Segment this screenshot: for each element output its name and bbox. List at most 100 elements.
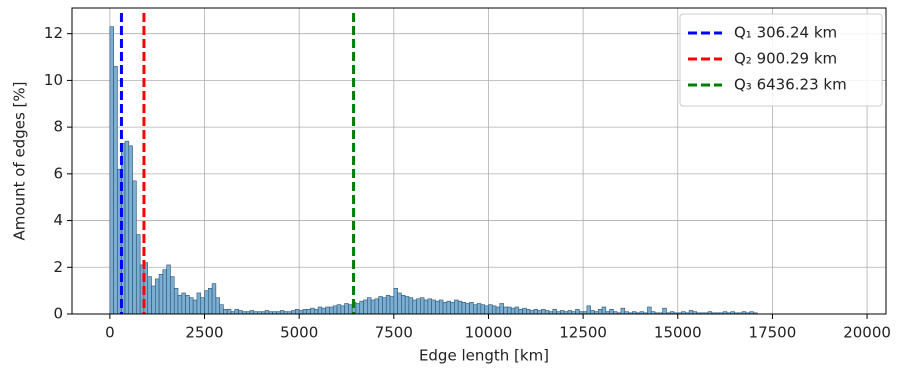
bar [662,307,667,315]
bar [158,273,164,315]
x-axis-label: Edge length [km] [419,347,549,365]
bar [446,300,451,315]
bar [173,288,179,315]
bar [431,299,436,315]
plot-frame [71,7,887,315]
bar [526,309,531,315]
bar [136,234,141,315]
bar [397,292,402,315]
bar [204,290,209,315]
bar [200,297,205,315]
bar [124,140,130,315]
bar [484,305,489,315]
bar [609,309,614,315]
bar [223,309,228,315]
bar [332,305,338,315]
legend-label: Q₂ 900.29 km [734,50,837,68]
bar [529,310,535,315]
bar [181,292,186,315]
x-tick-label: 17500 [749,324,797,342]
bar [480,304,485,315]
bar [435,300,440,315]
bar [438,299,444,315]
bar [450,302,455,315]
bar [185,295,190,315]
bar [514,306,520,315]
bar [423,299,429,315]
y-tick-label: 0 [53,305,63,323]
bar [302,309,308,315]
bar [473,304,478,315]
bar [385,295,391,315]
bar [442,302,448,315]
bar [495,306,501,315]
x-tick-label: 10000 [465,324,513,342]
bar [329,306,334,315]
bar [166,264,171,315]
bar [469,302,474,315]
bar [491,305,497,315]
y-tick-label: 4 [53,211,63,229]
x-tick-label: 7500 [375,324,413,342]
x-tick-label: 12500 [559,324,607,342]
bar [336,304,342,315]
bar [249,310,255,315]
y-tick-label: 6 [53,164,63,182]
bar [408,297,414,315]
bar [382,297,387,315]
bar [363,299,368,315]
bar [427,298,432,315]
bar [499,303,504,315]
bar [226,309,232,315]
x-tick-label: 2500 [185,324,223,342]
bar [518,309,523,315]
bar [219,304,224,315]
bar [454,299,459,315]
bar [298,310,304,315]
bar [544,310,550,315]
x-tick-label: 5000 [280,324,318,342]
bar [192,299,198,315]
bar [314,309,319,315]
bar [590,310,595,315]
bar [340,305,345,315]
bar [367,297,372,315]
bar [128,145,133,315]
bar [151,285,156,315]
bar [321,307,326,315]
bar [503,306,508,315]
bar [401,295,406,315]
bar [461,302,467,315]
bar [586,305,591,315]
legend-label: Q₃ 6436.23 km [734,76,847,94]
bar [404,296,410,315]
bar [374,298,379,315]
bar [567,310,573,315]
bar [378,296,383,315]
bar [348,304,353,315]
bar [113,66,118,315]
bar [541,309,546,315]
bar [359,300,364,315]
bar [344,303,349,315]
bar [601,306,607,315]
legend-label: Q₁ 306.24 km [734,24,837,42]
bar [215,297,220,315]
bar [370,299,376,315]
bar [279,310,285,315]
legend-box [679,13,883,107]
bar [488,304,493,315]
bar [306,309,311,315]
bar [162,269,167,315]
bar [620,307,626,315]
bar [575,309,580,315]
x-tick-label: 15000 [654,324,702,342]
bar [510,307,516,315]
y-tick-label: 12 [44,24,63,42]
y-tick-label: 2 [53,258,63,276]
bar [189,297,194,315]
bar [688,310,694,315]
bar [647,306,652,315]
bar [310,307,315,315]
bar [507,306,512,315]
